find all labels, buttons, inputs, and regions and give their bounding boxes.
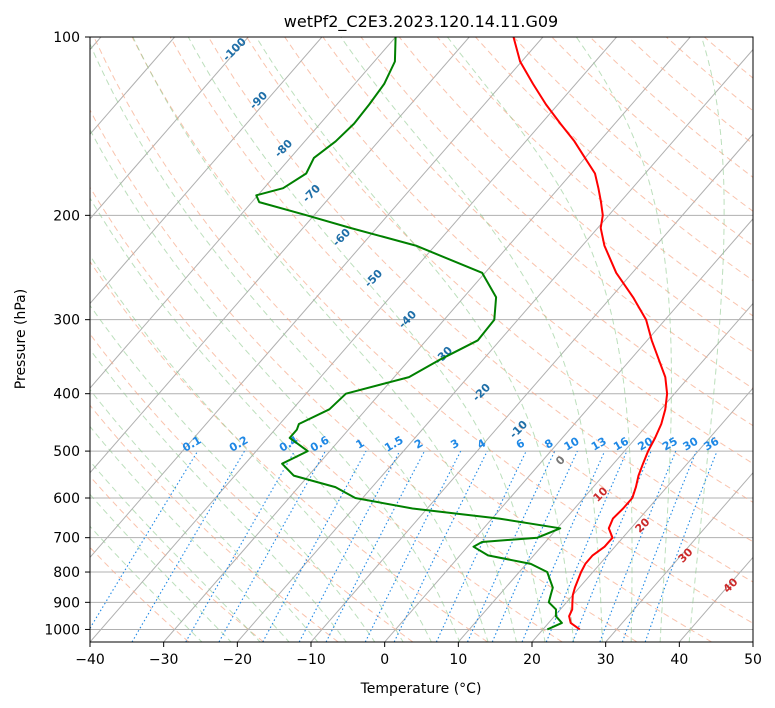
moist-adiabat [90,348,347,642]
moist-adiabat [90,128,461,642]
dewpoint-profile-line [255,37,563,631]
y-tick-label: 200 [53,208,80,224]
mixing-ratio-line [644,450,718,642]
chart-title: wetPf2_C2E3.2023.120.14.11.G09 [284,12,558,32]
x-tick-label: 40 [670,652,688,668]
y-tick-label: 700 [53,531,80,547]
moist-adiabat [90,388,319,642]
isotherm-line [90,37,396,389]
dry-adiabat [90,333,414,642]
x-tick-label: −10 [296,652,326,668]
moist-adiabat [132,37,518,642]
x-tick-label: 0 [380,652,389,668]
x-tick-label: 10 [449,652,467,668]
dry-adiabat [93,37,712,642]
x-tick-label: 30 [597,652,615,668]
y-tick-label: 300 [53,313,80,329]
mixing-ratio-line [364,450,462,642]
dry-adiabat [169,37,753,583]
dry-adiabat [398,37,753,353]
isotherm-line [531,387,753,642]
background-lines [90,37,753,642]
isotherm-line [457,302,753,642]
mixing-ratio-line [572,450,652,642]
dry-adiabat [436,37,753,317]
mixing-ratio-line [545,450,628,642]
dry-adiabat [90,186,563,642]
isotherm-line [90,37,249,220]
y-tick-label: 800 [53,565,80,581]
moist-adiabat [255,37,575,642]
y-tick-label: 900 [53,595,80,611]
isotherm-line [90,37,617,642]
dry-adiabat [90,260,488,642]
isotherm-line [236,48,753,642]
moist-adiabat [90,197,432,642]
x-axis-label: Temperature (°C) [360,681,482,697]
moist-adiabat [90,460,261,642]
axis-ticks: −40 −30 −20 −10 0 10 20 30 40 50 100 200 300 400 500 60… [44,30,762,668]
mixing-ratio-line [599,450,677,642]
x-tick-label: −40 [75,652,105,668]
mixing-ratio-line [262,450,367,642]
isotherm-line [90,37,323,305]
moist-adiabat [90,42,489,642]
y-tick-label: 400 [53,387,80,403]
mixing-ratio-line [90,450,199,630]
mixing-ratio-line [521,450,606,642]
y-axis-label: Pressure (hPa) [13,289,29,389]
dry-adiabat [246,37,753,503]
mixing-ratio-line [218,450,326,642]
x-tick-label: 20 [523,652,541,668]
mixing-ratio-line [298,450,401,642]
y-tick-label: 1000 [44,622,80,638]
dry-adiabat [131,37,753,624]
dry-adiabat [90,475,264,642]
x-tick-label: −20 [223,652,253,668]
dry-adiabat [90,546,190,642]
mixing-ratio-line [621,450,697,642]
y-tick-label: 600 [53,491,80,507]
x-tick-label: 50 [744,652,762,668]
dry-adiabat [207,37,753,543]
x-tick-label: −30 [149,652,179,668]
isotherm-line [605,471,753,642]
sounding-profiles [255,37,669,631]
plot-frame [89,36,754,643]
isotherm-line [163,37,691,642]
y-tick-label: 100 [53,30,80,46]
moist-adiabat [575,37,673,642]
dry-adiabat [90,404,339,642]
isotherm-line [384,218,753,642]
moist-adiabat [90,304,376,642]
moist-adiabat [340,37,603,642]
moist-adiabat [90,425,290,642]
moist-adiabat [688,37,725,642]
y-tick-label: 500 [53,444,80,460]
moist-adiabat [447,37,633,642]
moist-adiabat [187,37,546,642]
temperature-profile-line [512,37,669,631]
isotherm-line [90,37,470,474]
